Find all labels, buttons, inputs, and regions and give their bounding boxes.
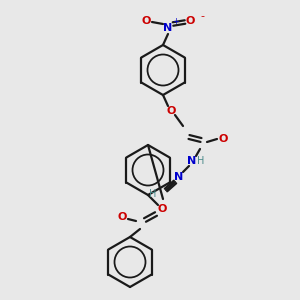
Text: O: O [166,106,176,116]
Text: N: N [188,156,196,166]
Text: +: + [172,17,179,26]
Text: O: O [185,16,195,26]
Text: N: N [164,23,172,33]
Text: -: - [200,11,204,21]
Text: O: O [117,212,127,222]
Text: O: O [141,16,151,26]
Text: O: O [157,204,167,214]
Text: O: O [218,134,228,144]
Text: N: N [174,172,184,182]
Text: H: H [197,156,205,166]
Text: H: H [149,189,157,199]
